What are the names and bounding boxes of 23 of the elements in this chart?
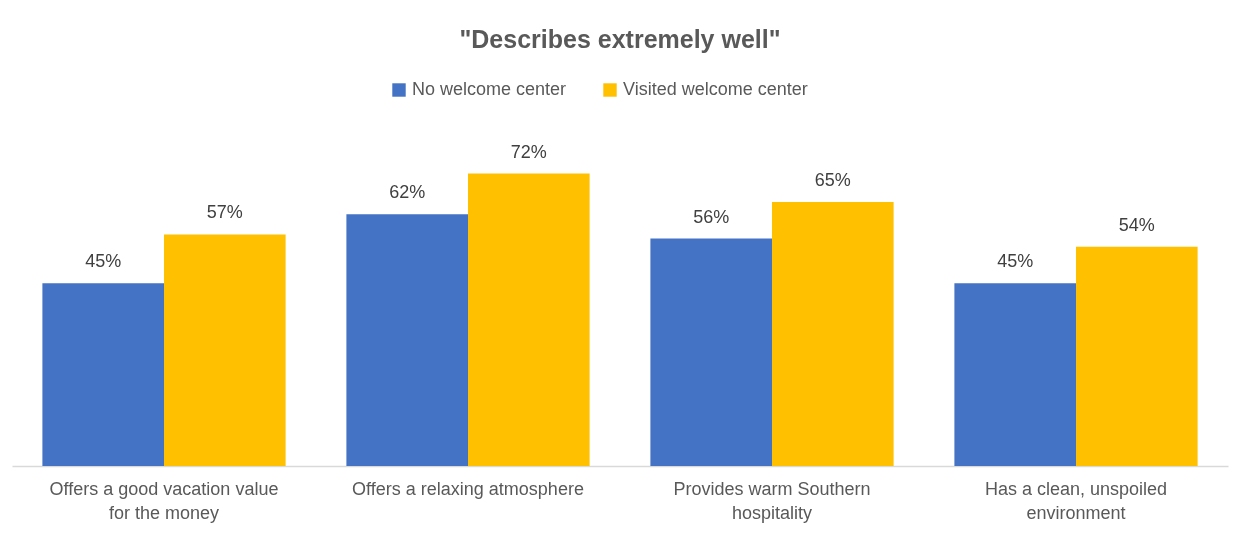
data-label: 62% [389,182,426,203]
bar [772,201,894,466]
x-tick-label: Provides warm Southern hospitality [673,478,871,523]
x-tick-label: Has a clean, unspoiled environment [984,478,1168,523]
legend-label: Visited welcome center [623,79,808,99]
data-label: 57% [206,202,243,223]
legend-label: No welcome center [412,79,567,99]
data-label: 65% [814,169,851,190]
x-tick-label: Offers a relaxing atmosphere [352,478,584,499]
bar [954,283,1076,466]
bar [468,173,590,466]
data-label: 45% [997,251,1034,272]
bar [42,283,164,466]
bar [1076,246,1198,466]
data-label: 72% [510,141,547,162]
bar [346,214,468,466]
x-tick-label: Offers a good vacation value for the money [49,478,279,523]
bar [650,238,772,466]
chart-title: "Describes extremely well" [459,25,781,53]
data-label: 54% [1118,214,1155,235]
data-label: 56% [693,206,730,227]
data-label: 45% [85,251,122,272]
bar [164,234,286,466]
